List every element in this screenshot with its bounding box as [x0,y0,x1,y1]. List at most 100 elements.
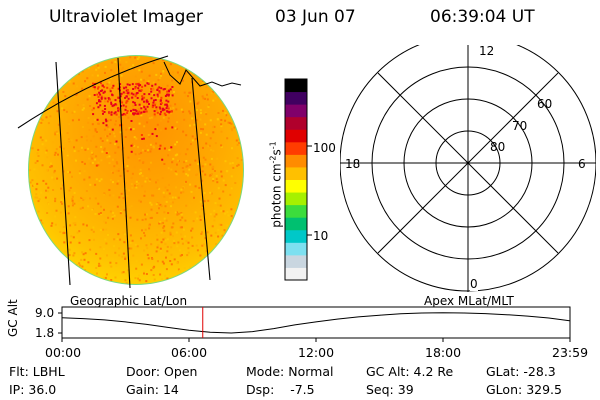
image-pixel [191,244,194,247]
image-pixel [213,249,216,252]
image-pixel [124,92,127,95]
image-pixel [235,215,238,218]
image-pixel [178,152,181,155]
image-pixel [190,190,193,193]
image-pixel [56,132,59,135]
aurora-pixel [156,95,159,98]
aurora-pixel [96,93,99,96]
aurora-pixel [135,92,138,95]
image-pixel [83,178,86,181]
aurora-pixel [166,93,169,96]
image-pixel [184,94,187,97]
image-pixel [226,211,229,214]
image-pixel [49,115,52,118]
image-pixel [141,185,144,188]
image-pixel [201,231,203,234]
image-pixel [169,107,172,110]
image-pixel [218,239,221,242]
image-pixel [199,109,202,112]
disk-body [29,56,243,284]
image-pixel [199,118,202,121]
image-pixel [119,238,122,241]
aurora-pixel [117,96,119,99]
image-pixel [229,286,231,288]
image-pixel [167,117,170,120]
aurora-pixel [106,86,109,89]
image-pixel [32,285,34,287]
image-pixel [169,233,172,236]
image-pixel [126,194,129,197]
image-pixel [66,250,69,253]
image-pixel [143,234,146,237]
image-pixel [160,231,163,234]
colorbar-segment [285,104,307,118]
image-pixel [114,251,117,254]
image-pixel [73,146,75,149]
aurora-pixel [125,101,128,104]
image-pixel [67,205,70,208]
image-pixel [208,71,211,74]
image-pixel [206,231,209,234]
image-pixel [50,66,53,69]
image-pixel [70,139,73,142]
image-pixel [176,153,179,156]
image-pixel [111,216,114,219]
image-pixel [212,149,215,152]
image-pixel [135,267,138,270]
aurora-pixel [164,127,167,130]
image-pixel [39,254,42,257]
aurora-pixel [135,110,138,113]
image-pixel [103,128,106,131]
image-pixel [170,168,173,171]
colorbar-label-10: 10 [313,229,329,243]
image-pixel [52,97,55,100]
image-pixel [53,153,56,156]
image-pixel [219,204,222,207]
image-pixel [34,161,37,164]
aurora-pixel [110,111,113,114]
image-pixel [139,168,142,171]
image-pixel [107,216,110,219]
image-pixel [174,154,177,157]
image-pixel [180,191,183,194]
image-pixel [162,191,165,194]
aurora-pixel [134,104,137,106]
image-pixel [215,174,218,177]
image-pixel [212,188,215,191]
aurora-pixel [167,107,170,110]
image-pixel [196,173,198,176]
image-pixel [239,221,242,224]
image-pixel [52,286,54,288]
image-pixel [164,239,167,242]
meridian-line [191,77,211,281]
image-pixel [212,131,215,134]
image-pixel [147,134,150,136]
aurora-pixel [101,84,104,87]
image-pixel [202,73,205,76]
aurora-pixel [164,95,167,97]
image-pixel [86,77,89,80]
image-pixel [130,205,133,208]
image-pixel [155,203,158,206]
image-pixel [201,95,204,98]
image-pixel [65,74,68,76]
image-pixel [83,258,86,261]
image-pixel [183,161,186,164]
image-pixel [160,119,162,122]
image-pixel [137,155,139,158]
image-pixel [238,162,241,165]
image-pixel [147,80,150,83]
image-pixel [81,108,84,111]
image-pixel [181,226,183,229]
image-pixel [144,190,146,193]
image-pixel [119,174,122,177]
aurora-pixel [163,147,166,150]
image-pixel [55,130,58,133]
image-pixel [217,277,220,279]
image-pixel [49,284,51,286]
image-pixel [40,233,43,235]
image-pixel [150,148,153,151]
image-pixel [228,263,231,266]
image-pixel [152,87,155,90]
image-pixel [59,257,62,259]
